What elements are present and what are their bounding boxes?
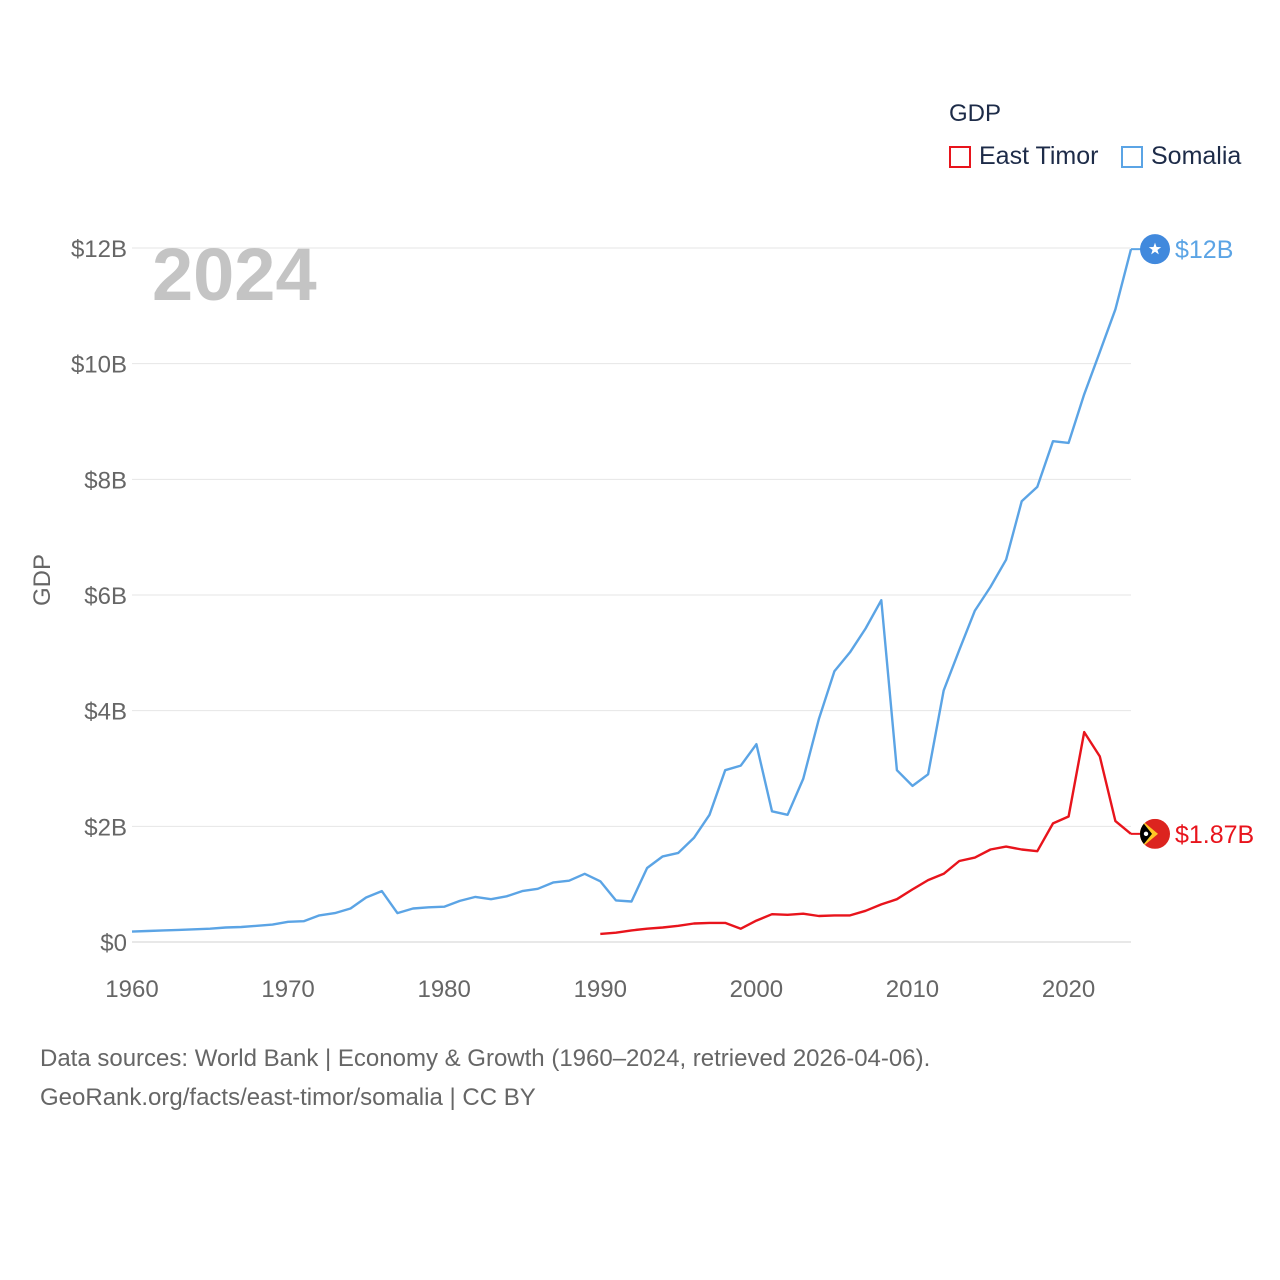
somalia-flag-star (1148, 242, 1162, 255)
legend-swatch-east-timor (949, 145, 971, 168)
y-tick-label: $4B (84, 699, 127, 726)
series-line-east-timor (600, 730, 1132, 936)
end-label-somalia: $12B (1175, 236, 1233, 264)
x-tick-label: 1980 (417, 976, 470, 1003)
legend-title: GDP (949, 100, 1002, 127)
x-axis-tick-labels: 1960 1970 1980 1990 2000 2010 2020 (105, 976, 1095, 1003)
end-label-east-timor: $1.87B (1175, 821, 1254, 849)
series-line-somalia (131, 248, 1133, 933)
y-tick-label: $8B (84, 467, 127, 494)
gridlines (132, 247, 1131, 943)
footer-sources: Data sources: World Bank | Economy & Gro… (40, 1045, 931, 1072)
x-tick-label: 1970 (261, 976, 314, 1003)
y-tick-label: $2B (84, 814, 127, 841)
x-tick-label: 2020 (1042, 976, 1095, 1003)
y-axis-tick-labels: $0 $2B $4B $6B $8B $10B $12B (71, 236, 127, 957)
east-timor-flag-icon (1140, 818, 1170, 849)
y-axis-label: GDP (29, 554, 56, 606)
legend-label-somalia: Somalia (1151, 142, 1242, 170)
x-tick-label: 1990 (574, 976, 627, 1003)
somalia-flag-icon (1140, 234, 1170, 265)
x-tick-label: 2000 (730, 976, 783, 1003)
x-tick-label: 2010 (886, 976, 939, 1003)
series-lines (131, 248, 1133, 936)
x-tick-label: 1960 (105, 976, 158, 1003)
y-tick-label: $10B (71, 352, 127, 379)
footer-link[interactable]: GeoRank.org/facts/east-timor/somalia | C… (40, 1084, 536, 1111)
y-tick-label: $6B (84, 583, 127, 610)
legend-item-somalia[interactable]: Somalia (1121, 142, 1241, 171)
legend-label-east-timor: East Timor (979, 142, 1099, 170)
series-end-markers: $1.87B $12B (1131, 234, 1254, 849)
year-label: 2024 (152, 233, 317, 316)
east-timor-flag-star (1143, 831, 1149, 837)
y-tick-label: $12B (71, 236, 127, 263)
legend-swatch-somalia (1121, 145, 1143, 168)
y-tick-label: $0 (100, 930, 127, 957)
legend-item-east-timor[interactable]: East Timor (949, 142, 1098, 171)
